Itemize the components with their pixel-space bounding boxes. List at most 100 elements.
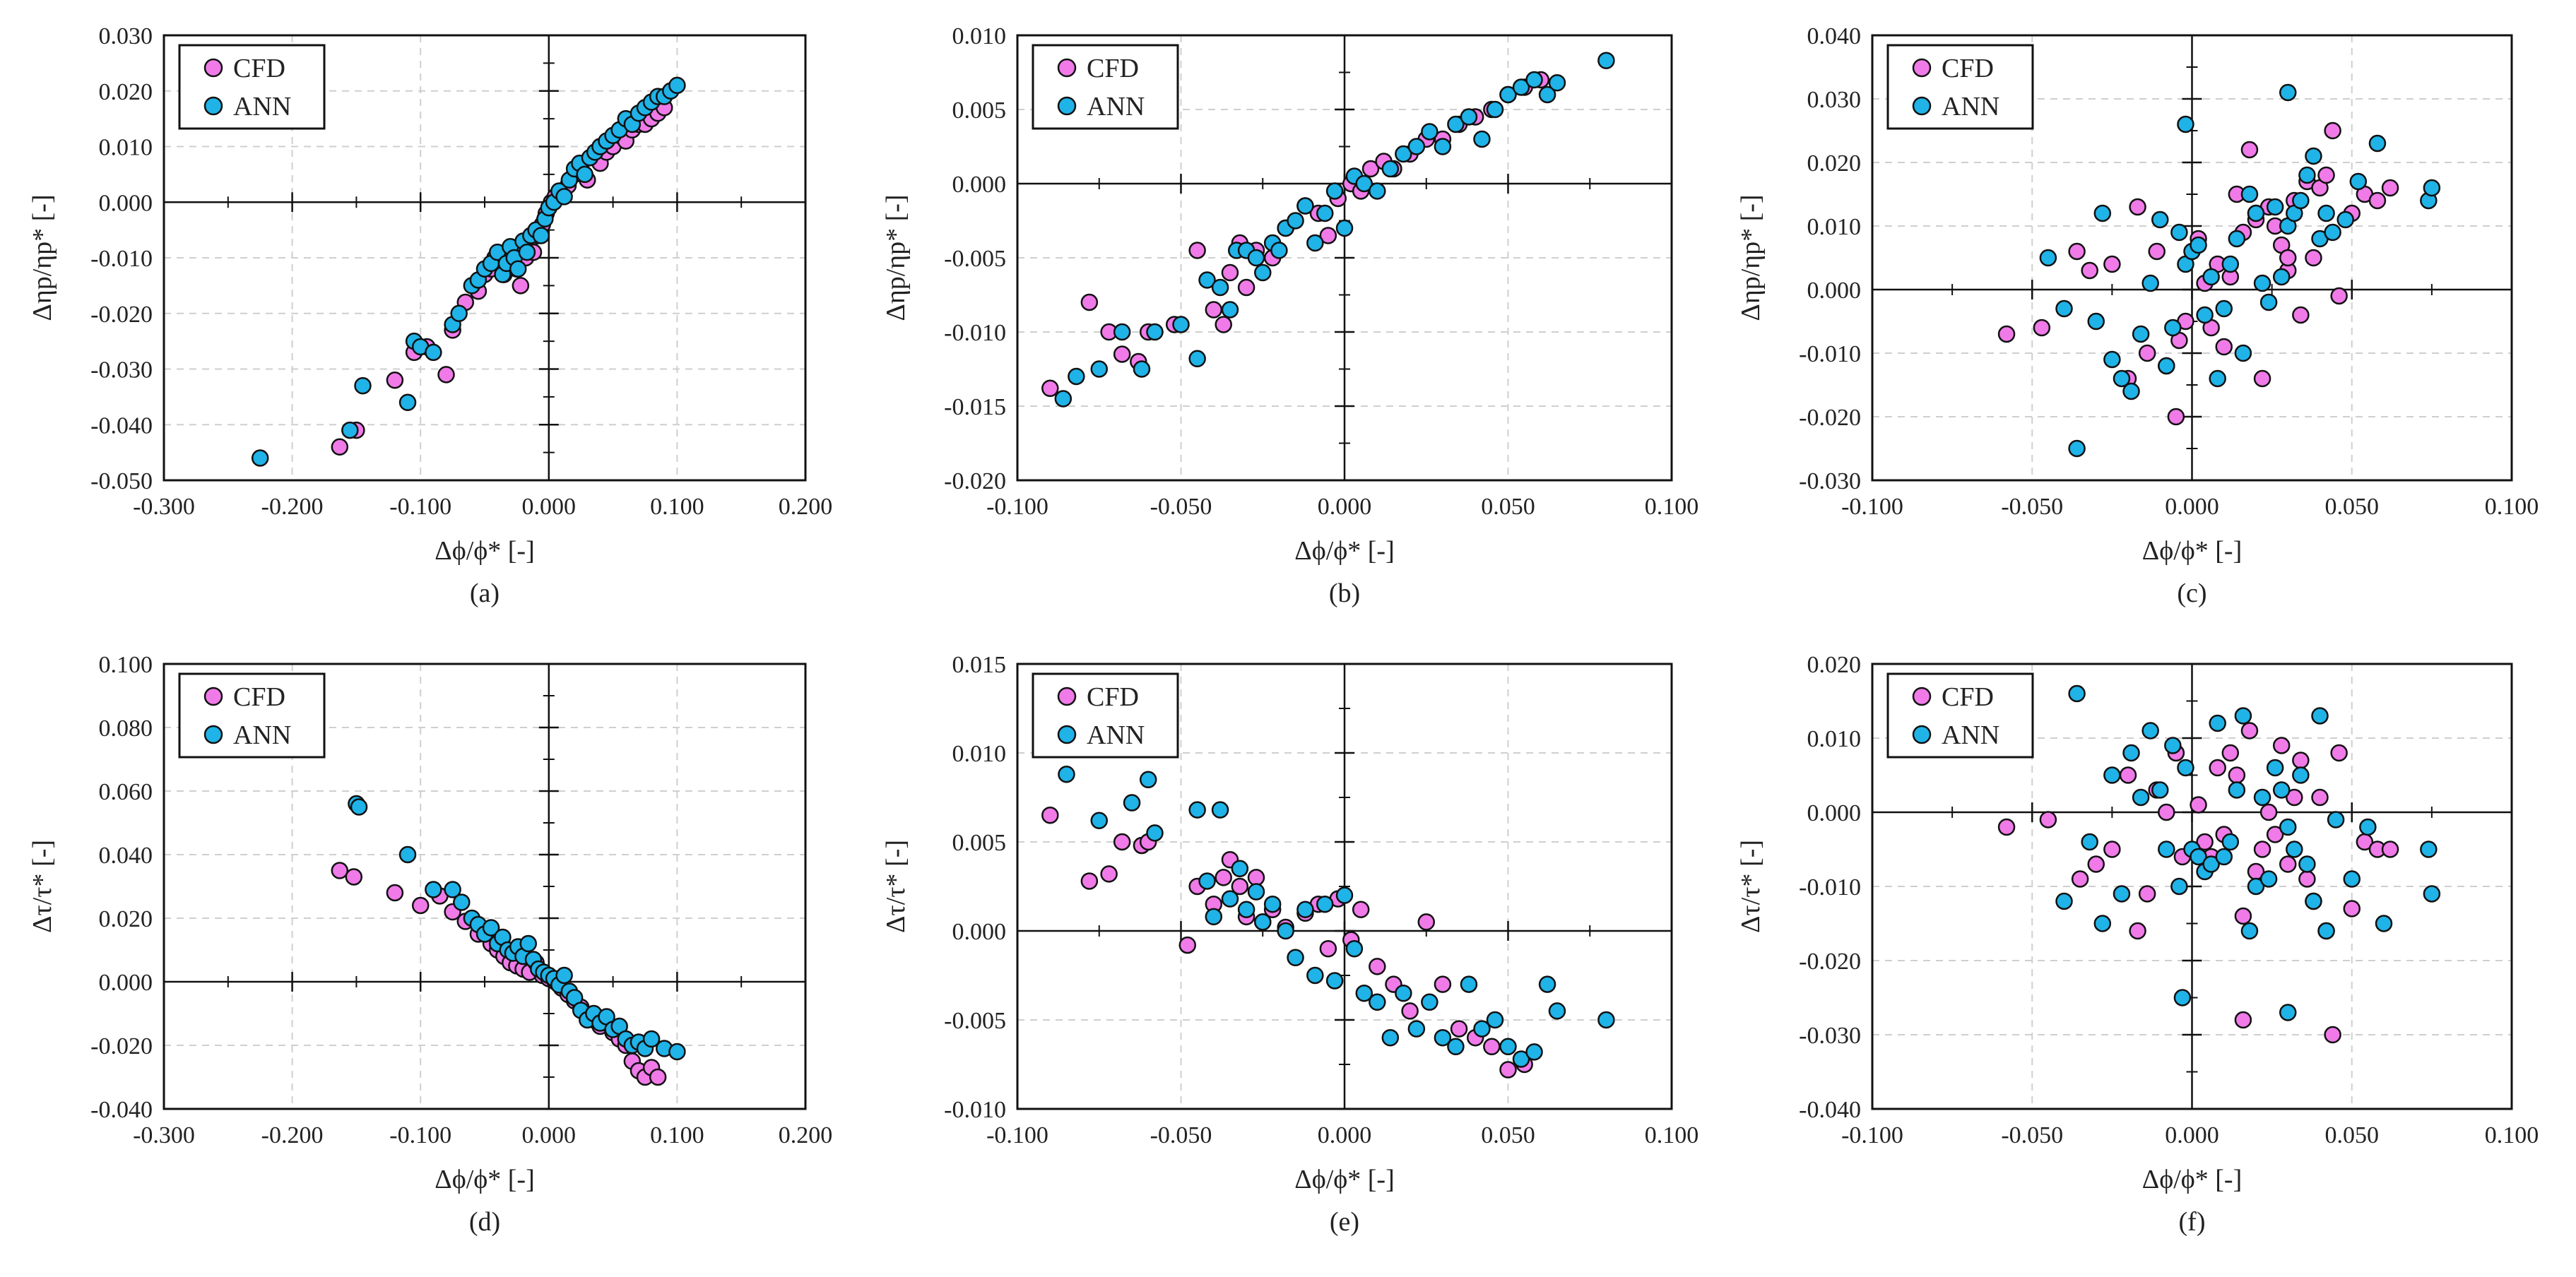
data-point-ann bbox=[1395, 984, 1412, 1002]
data-point-cfd bbox=[1205, 301, 1223, 319]
data-point-ann bbox=[2151, 781, 2169, 799]
data-point-cfd bbox=[2138, 344, 2156, 362]
data-point-ann bbox=[1221, 301, 1239, 319]
y-tick-label: -0.010 bbox=[944, 1097, 1006, 1123]
data-point-ann bbox=[1499, 1038, 1517, 1056]
data-point-cfd bbox=[1188, 242, 1206, 259]
data-point-cfd bbox=[1221, 263, 1239, 282]
legend-marker-cfd bbox=[1912, 687, 1932, 706]
data-point-ann bbox=[1133, 360, 1151, 378]
data-point-cfd bbox=[2298, 870, 2316, 888]
legend-label-cfd: CFD bbox=[233, 682, 285, 712]
y-tick-label: 0.020 bbox=[99, 79, 153, 105]
data-point-ann bbox=[1355, 174, 1373, 193]
legend-marker-cfd bbox=[1912, 58, 1932, 78]
data-point-cfd bbox=[1041, 379, 1059, 398]
y-axis-title: Δηp/ηp* [-] bbox=[1736, 194, 1766, 321]
y-tick-label: 0.015 bbox=[952, 652, 1007, 678]
data-point-ann bbox=[2170, 223, 2188, 242]
data-point-cfd bbox=[1450, 1020, 1468, 1038]
y-tick-label: 0.020 bbox=[1807, 652, 1862, 678]
data-point-cfd bbox=[649, 1068, 667, 1086]
data-point-ann bbox=[1525, 1043, 1543, 1061]
x-tick-label: -0.050 bbox=[2001, 1122, 2063, 1148]
legend-box bbox=[1886, 672, 2034, 759]
plot-frame bbox=[163, 34, 807, 482]
data-point-ann bbox=[1597, 1011, 1615, 1029]
data-point-ann bbox=[398, 393, 417, 411]
legend-marker-ann bbox=[1057, 725, 1077, 744]
data-point-cfd bbox=[1401, 1002, 1419, 1020]
data-point-ann bbox=[2423, 179, 2441, 197]
data-point-ann bbox=[444, 881, 461, 898]
y-tick-label: 0.000 bbox=[952, 172, 1007, 198]
data-point-cfd bbox=[2033, 319, 2051, 337]
x-tick-label: -0.050 bbox=[1150, 1122, 1212, 1148]
data-point-cfd bbox=[2087, 855, 2105, 873]
data-point-cfd bbox=[331, 862, 349, 879]
data-point-ann bbox=[425, 343, 442, 362]
x-tick-label: -0.200 bbox=[261, 1122, 324, 1148]
x-tick-label: 0.200 bbox=[779, 1122, 833, 1148]
legend-marker-cfd bbox=[1057, 58, 1077, 78]
y-tick-label: -0.020 bbox=[1799, 949, 1861, 975]
legend-box bbox=[1032, 672, 1179, 759]
x-tick-label: -0.050 bbox=[2001, 494, 2063, 520]
data-point-ann bbox=[2170, 877, 2188, 896]
data-point-ann bbox=[2327, 811, 2345, 828]
legend-label-ann: ANN bbox=[233, 720, 291, 750]
data-point-ann bbox=[1306, 234, 1324, 252]
data-point-ann bbox=[1205, 908, 1223, 926]
data-point-cfd bbox=[2324, 1026, 2341, 1044]
x-tick-label: -0.050 bbox=[1150, 494, 1212, 520]
data-point-ann bbox=[2259, 870, 2278, 888]
data-point-ann bbox=[509, 260, 527, 278]
data-point-ann bbox=[1198, 872, 1216, 890]
chart-panel-e: -0.100 -0.050 0.000 0.050 0.100 -0.010 -0.005 0… bbox=[881, 652, 1698, 1237]
legend-box bbox=[1032, 44, 1179, 130]
x-tick-label: 0.100 bbox=[2485, 494, 2539, 520]
data-point-ann bbox=[425, 881, 442, 898]
data-point-ann bbox=[1538, 975, 1556, 993]
data-point-ann bbox=[2173, 989, 2192, 1006]
data-point-ann bbox=[2266, 759, 2284, 777]
data-point-ann bbox=[2228, 230, 2246, 248]
legend-label-cfd: CFD bbox=[1087, 54, 1139, 83]
data-point-ann bbox=[1287, 949, 1304, 967]
data-point-cfd bbox=[1215, 316, 1232, 333]
y-axis-title: Δτ/τ* [-] bbox=[1736, 840, 1766, 933]
y-tick-label: 0.005 bbox=[952, 97, 1007, 124]
y-tick-label: -0.010 bbox=[1799, 874, 1861, 901]
data-point-cfd bbox=[1417, 913, 1435, 931]
legend-marker-cfd bbox=[203, 687, 223, 706]
data-point-ann bbox=[1231, 860, 1249, 878]
data-point-cfd bbox=[1319, 227, 1337, 244]
data-point-ann bbox=[2196, 306, 2214, 324]
data-point-cfd bbox=[2381, 179, 2399, 197]
data-point-ann bbox=[1355, 984, 1373, 1002]
data-point-ann bbox=[2190, 848, 2207, 866]
data-point-ann bbox=[2132, 788, 2150, 807]
data-point-cfd bbox=[1113, 833, 1131, 851]
data-point-ann bbox=[576, 165, 593, 184]
y-tick-label: 0.100 bbox=[99, 652, 153, 678]
data-point-ann bbox=[341, 421, 359, 439]
data-point-ann bbox=[2343, 870, 2361, 888]
data-point-cfd bbox=[1997, 818, 2016, 836]
x-axis-title: Δϕ/ϕ* [-] bbox=[1294, 536, 1394, 566]
data-point-cfd bbox=[2253, 841, 2271, 858]
data-point-ann bbox=[1381, 160, 1400, 178]
y-tick-label: -0.040 bbox=[1799, 1097, 1861, 1123]
data-point-ann bbox=[1146, 824, 1164, 842]
data-point-ann bbox=[2209, 369, 2226, 388]
data-point-cfd bbox=[2221, 744, 2240, 762]
x-tick-label: 0.050 bbox=[1481, 1122, 1535, 1148]
data-point-ann bbox=[2202, 855, 2220, 873]
data-point-cfd bbox=[2279, 855, 2297, 873]
series-cfd bbox=[1997, 722, 2399, 1044]
data-point-cfd bbox=[2081, 261, 2098, 280]
chart-panel-f: -0.100 -0.050 0.000 0.050 0.100 -0.040 -0.030 -… bbox=[1736, 652, 2539, 1237]
y-tick-label: 0.020 bbox=[99, 906, 153, 932]
y-tick-label: -0.010 bbox=[944, 320, 1006, 346]
